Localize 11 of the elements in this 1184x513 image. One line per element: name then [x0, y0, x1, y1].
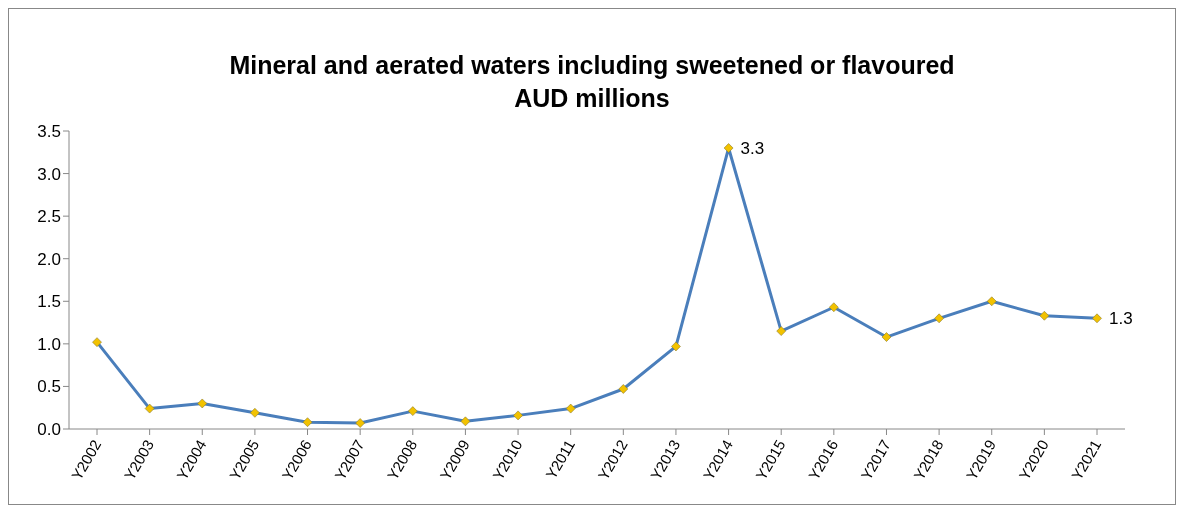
data-label: 1.3: [1109, 308, 1133, 328]
y-tick-label: 0.0: [37, 420, 61, 440]
chart-title: Mineral and aerated waters including sweetened or flavoured AUD millions: [228, 50, 956, 114]
y-tick-label: 2.5: [37, 207, 61, 227]
y-tick-label: 2.0: [37, 249, 61, 269]
y-tick-label: 1.5: [37, 292, 61, 312]
y-tick-label: 3.0: [37, 164, 61, 184]
y-tick-label: 3.5: [37, 122, 61, 142]
data-label: 3.3: [740, 138, 765, 158]
y-tick-label: 0.5: [37, 377, 61, 397]
y-tick-label: 1.0: [37, 334, 61, 354]
